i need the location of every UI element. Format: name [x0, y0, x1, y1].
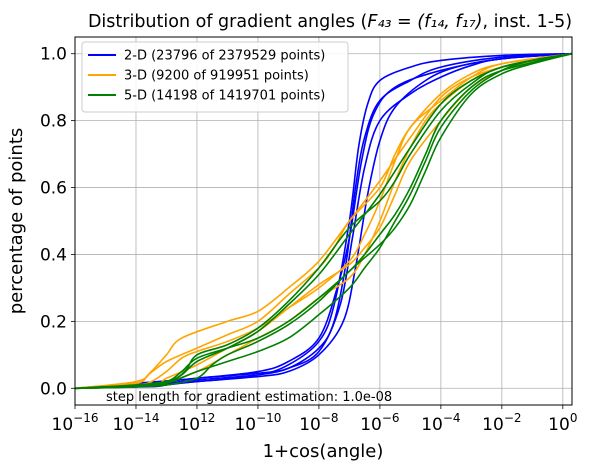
x-axis-ticks: 10−16 10−14 1012 10−10 10−8 10−6 10−4 10−2 100 [52, 405, 577, 435]
title-text-main: Distribution of gradient angles ( [88, 12, 367, 32]
y-tick-label: 0.4 [40, 245, 67, 265]
x-tick-label: 10−6 [360, 411, 399, 435]
legend-box [81, 41, 349, 113]
series-group [74, 52, 573, 390]
series-line-2-d-2 [74, 52, 573, 390]
series-line-2-d-3 [74, 52, 573, 390]
series-line-5-d-11 [74, 52, 573, 390]
x-tick-label: 10−4 [421, 411, 460, 435]
y-tick-label: 0.8 [40, 112, 67, 132]
title-text-suffix: , inst. 1-5) [482, 12, 572, 32]
y-tick-label: 1.0 [40, 45, 67, 65]
x-tick-label: 100 [548, 411, 577, 435]
chart-title: Distribution of gradient angles (F₄₃ = (… [88, 12, 572, 32]
legend-label-3-d: 3-D (9200 of 919951 points) [124, 69, 309, 84]
annotation-text: step length for gradient estimation: 1.0… [106, 390, 392, 405]
x-tick-label: 10−10 [234, 411, 281, 435]
legend-label-5-d: 5-D (14198 of 1419701 points) [124, 89, 325, 104]
series-line-3-d-7 [74, 52, 573, 390]
x-tick-label: 10−8 [299, 411, 338, 435]
x-axis-label: 1+cos(angle) [263, 441, 384, 462]
y-tick-label: 0.6 [40, 179, 67, 199]
y-axis-ticks: 0.0 0.2 0.4 0.6 0.8 1.0 [40, 45, 75, 399]
series-line-5-d-14 [74, 52, 573, 390]
title-text-math: F₄₃ = (f₁₄, f₁₇) [367, 12, 482, 32]
series-line-5-d-13 [74, 52, 573, 390]
legend: 2-D (23796 of 2379529 points) 3-D (9200 o… [81, 41, 349, 113]
x-tick-label: 1012 [178, 411, 215, 435]
y-tick-label: 0.2 [40, 312, 67, 332]
x-tick-label: 10−2 [482, 411, 521, 435]
y-tick-label: 0.0 [40, 379, 67, 399]
y-axis-label: percentage of points [6, 128, 27, 315]
series-line-3-d-5 [74, 52, 573, 390]
legend-label-2-d: 2-D (23796 of 2379529 points) [124, 49, 325, 64]
x-tick-label: 10−16 [52, 411, 99, 435]
x-tick-label: 10−14 [112, 411, 159, 435]
plot-frame [74, 36, 573, 406]
